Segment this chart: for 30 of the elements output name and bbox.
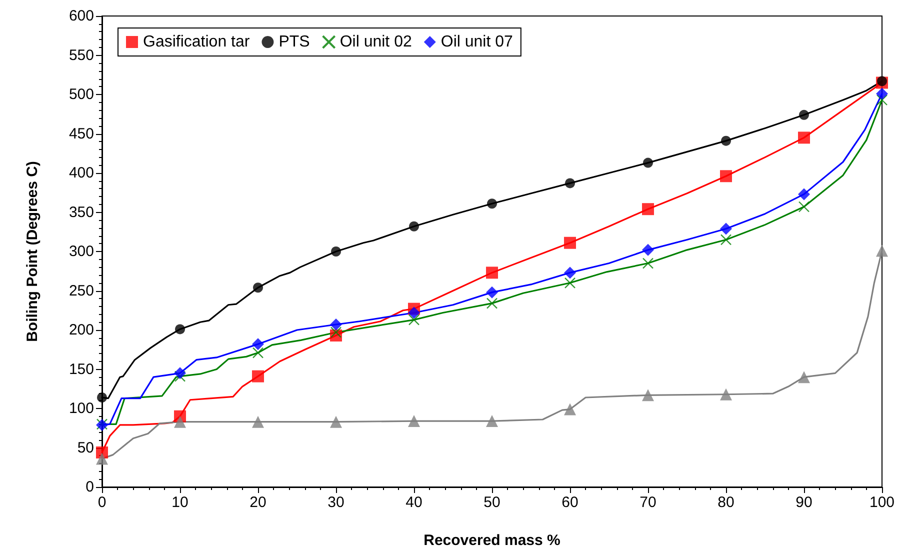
x-tick-label: 10 [172, 494, 188, 511]
x-tick-label: 50 [484, 494, 500, 511]
legend-label: PTS [278, 34, 310, 50]
y-tick-label: 0 [86, 478, 94, 496]
x-tick-label: 60 [562, 494, 578, 511]
legend-label: Oil unit 07 [440, 34, 514, 50]
legend-label: Oil unit 02 [340, 34, 412, 50]
y-tick-label: 350 [68, 204, 94, 221]
y-tick-label: 500 [68, 86, 94, 103]
y-tick-label: 550 [68, 46, 94, 64]
y-axis-title: Boiling Point (Degrees C) [24, 161, 41, 342]
y-tick-label: 50 [77, 439, 94, 456]
y-tick-label: 100 [68, 400, 94, 417]
x-tick-label: 100 [869, 494, 895, 511]
y-tick-label: 600 [68, 8, 94, 24]
x-tick-label: 0 [98, 494, 106, 511]
x-tick-label: 70 [640, 494, 656, 511]
y-tick-label: 250 [68, 282, 94, 300]
x-tick-label: 80 [718, 494, 734, 511]
y-tick-label: 450 [68, 125, 94, 142]
y-tick-label: 200 [68, 322, 94, 338]
y-tick-label: 400 [68, 164, 94, 182]
x-tick-label: 40 [406, 494, 422, 511]
y-tick-label: 300 [68, 243, 94, 260]
x-tick-label: 20 [250, 494, 266, 511]
x-tick-label: 90 [796, 494, 812, 511]
legend-label: Gasification tar [143, 34, 250, 50]
x-tick-label: 30 [328, 494, 344, 511]
y-tick-label: 150 [68, 360, 94, 378]
x-axis-title: Recovered mass % [424, 532, 560, 549]
